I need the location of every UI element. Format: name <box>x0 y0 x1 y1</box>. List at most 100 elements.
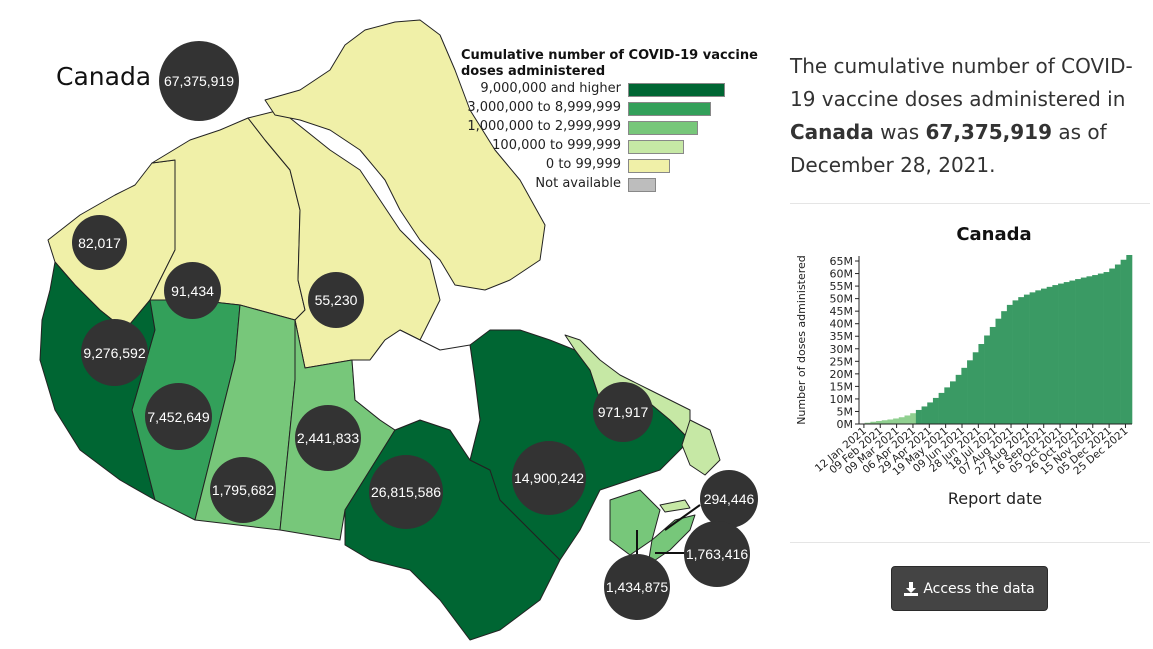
summary-region: Canada <box>790 120 874 144</box>
y-tick-label: 10M <box>830 393 854 406</box>
chart-bar <box>972 352 979 424</box>
summary-middle: was <box>873 120 926 144</box>
value-bubble-quebec[interactable]: 14,900,242 <box>512 441 586 515</box>
y-tick-label: 15M <box>830 380 854 393</box>
chart-bar <box>893 418 900 424</box>
legend-swatch <box>628 140 684 154</box>
y-tick-label: 50M <box>830 293 854 306</box>
legend-item: 100,000 to 999,999 <box>461 137 771 156</box>
divider <box>790 542 1150 543</box>
chart-bar <box>932 397 939 424</box>
value-bubble-nwt[interactable]: 91,434 <box>164 262 221 319</box>
value-bubble-newfoundland[interactable]: 971,917 <box>593 382 653 442</box>
legend-label: 100,000 to 999,999 <box>492 138 621 153</box>
legend-title: Cumulative number of COVID-19 vaccine do… <box>461 48 758 79</box>
chart-bar <box>1035 290 1042 424</box>
legend-swatch <box>628 83 725 97</box>
summary-prefix: The cumulative number of COVID-19 vaccin… <box>790 54 1133 111</box>
chart-bar <box>898 417 905 424</box>
x-axis-label: Report date <box>948 489 1042 508</box>
value-bubble-nunavut[interactable]: 55,230 <box>308 272 364 328</box>
chart-bar <box>961 367 968 424</box>
chart-bar <box>876 420 883 424</box>
y-tick-label: 30M <box>830 343 854 356</box>
access-data-label: Access the data <box>923 580 1035 597</box>
chart-bar <box>1103 272 1110 424</box>
chart-bar <box>1001 311 1008 424</box>
chart-bar <box>1018 297 1025 424</box>
chart-bar <box>1114 264 1121 424</box>
legend-swatch <box>628 102 711 116</box>
chart-bar <box>1063 282 1070 424</box>
chart-bar <box>950 381 956 424</box>
value-bubble-saskatchewan[interactable]: 1,795,682 <box>210 457 276 523</box>
summary-suffix: as of December 28, 2021. <box>790 120 1107 177</box>
y-axis-label: Number of doses administered <box>795 255 808 425</box>
divider <box>790 203 1150 204</box>
chart-bar <box>944 387 951 424</box>
y-tick-label: 20M <box>830 368 854 381</box>
chart-bar <box>938 392 945 424</box>
chart-bar <box>870 421 877 424</box>
chart-bar <box>1126 254 1133 424</box>
chart-bar <box>1097 273 1104 424</box>
doses-chart: Number of doses administered 0M5M10M15M2… <box>795 254 1133 508</box>
chart-bar <box>1080 277 1087 424</box>
y-tick-label: 0M <box>837 418 854 431</box>
region-newfoundland-island <box>681 419 721 476</box>
legend-swatch <box>628 159 670 173</box>
y-tick-label: 65M <box>830 255 854 268</box>
legend-label: 3,000,000 to 8,999,999 <box>467 100 621 115</box>
value-bubble-bc[interactable]: 9,276,592 <box>81 319 148 386</box>
y-tick-label: 55M <box>830 280 854 293</box>
chart-bar <box>1058 283 1065 424</box>
legend-label: 1,000,000 to 2,999,999 <box>467 119 621 134</box>
value-bubble-new-brunswick[interactable]: 1,434,875 <box>604 554 670 620</box>
chart-bar <box>1023 294 1030 424</box>
chart-bar <box>910 413 917 424</box>
y-tick-label: 5M <box>837 405 854 418</box>
chart-bar <box>995 318 1002 424</box>
legend-item: 3,000,000 to 8,999,999 <box>461 99 771 118</box>
chart-bars <box>859 254 1133 424</box>
chart-bar <box>1052 285 1059 424</box>
y-tick-label: 45M <box>830 305 854 318</box>
legend-label: 0 to 99,999 <box>545 157 621 172</box>
value-bubble-ontario[interactable]: 26,815,586 <box>369 455 443 529</box>
legend-label: 9,000,000 and higher <box>480 81 621 96</box>
map-title: Canada <box>56 62 152 91</box>
value-bubble-nova-scotia[interactable]: 1,763,416 <box>684 521 750 587</box>
summary-value: 67,375,919 <box>925 120 1053 144</box>
chart-bar <box>921 406 928 424</box>
chart-bar <box>864 422 871 424</box>
region-nunavut-islands <box>264 19 546 291</box>
y-tick-label: 35M <box>830 330 854 343</box>
access-data-button[interactable]: Access the data <box>891 566 1048 611</box>
chart-bar <box>984 335 991 424</box>
chart-bar <box>955 374 962 424</box>
legend-item: 9,000,000 and higher <box>461 80 771 99</box>
legend-item: 1,000,000 to 2,999,999 <box>461 118 771 137</box>
value-bubble-manitoba[interactable]: 2,441,833 <box>295 405 361 471</box>
chart-bar <box>887 419 894 424</box>
region-pei[interactable] <box>659 499 691 513</box>
legend-item: 0 to 99,999 <box>461 156 771 175</box>
value-bubble-alberta[interactable]: 7,452,649 <box>145 383 212 450</box>
chart-bar <box>915 409 922 424</box>
chart-bar <box>1069 280 1076 424</box>
chart-bar <box>1041 288 1047 424</box>
leader-line <box>664 504 701 531</box>
chart-bar <box>1092 275 1099 424</box>
chart-bar <box>904 415 911 424</box>
national-total-bubble[interactable]: 67,375,919 <box>159 41 239 121</box>
y-tick-label: 60M <box>830 268 854 281</box>
chart-bar <box>978 344 985 424</box>
value-bubble-yukon[interactable]: 82,017 <box>72 215 127 270</box>
chart-bar <box>1029 292 1036 424</box>
download-icon <box>904 581 919 596</box>
chart-bar <box>989 326 996 424</box>
value-bubble-pei[interactable]: 294,446 <box>700 470 758 528</box>
chart-bar <box>1012 300 1019 424</box>
